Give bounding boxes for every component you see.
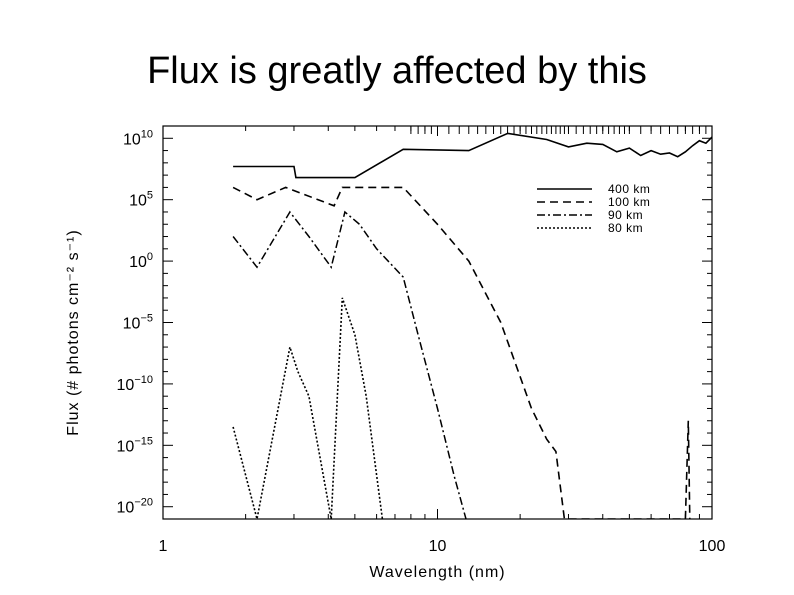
y-tick-base: 10 bbox=[117, 438, 135, 455]
top-rug-marks bbox=[410, 126, 707, 134]
y-tick-exponent: −10 bbox=[134, 374, 153, 386]
x-axis-title: Wavelength (nm) bbox=[369, 564, 505, 581]
series-line-80-km bbox=[232, 297, 384, 519]
y-tick-exponent: 0 bbox=[147, 251, 153, 263]
y-tick-label: 10−20 bbox=[117, 497, 153, 517]
series-line-400-km bbox=[233, 132, 712, 179]
y-tick-exponent: 5 bbox=[147, 190, 153, 202]
y-tick-label: 105 bbox=[129, 190, 153, 210]
y-tick-base: 10 bbox=[129, 193, 147, 210]
y-tick-label: 10−5 bbox=[123, 313, 153, 333]
y-tick-base: 10 bbox=[129, 254, 147, 271]
series-line-90-km bbox=[232, 210, 467, 519]
y-tick-base: 10 bbox=[117, 377, 135, 394]
y-tick-label: 10−15 bbox=[117, 435, 153, 455]
y-tick-exponent: −5 bbox=[140, 313, 153, 325]
legend-label: 100 km bbox=[608, 195, 650, 209]
series-line-100-km bbox=[232, 186, 691, 519]
y-tick-base: 10 bbox=[123, 131, 141, 148]
x-axis: 1 10 100 bbox=[159, 126, 726, 555]
x-tick-label: 100 bbox=[699, 538, 726, 555]
y-tick-exponent: −20 bbox=[134, 497, 153, 509]
y-axis-title: Flux (# photons cm⁻² s⁻¹) bbox=[65, 229, 82, 435]
y-tick-exponent: 10 bbox=[141, 128, 153, 140]
y-tick-base: 10 bbox=[117, 500, 135, 517]
legend-label: 90 km bbox=[608, 208, 643, 222]
legend-label: 80 km bbox=[608, 221, 643, 235]
legend-label: 400 km bbox=[608, 182, 650, 196]
y-tick-base: 10 bbox=[123, 316, 141, 333]
y-tick-label: 10−10 bbox=[117, 374, 153, 394]
y-tick-exponent: −15 bbox=[134, 435, 153, 447]
y-tick-label: 100 bbox=[129, 251, 153, 271]
x-tick-label: 1 bbox=[159, 538, 168, 555]
series-layer bbox=[232, 132, 712, 519]
y-tick-label: 1010 bbox=[123, 128, 153, 148]
slide-title: Flux is greatly affected by this bbox=[147, 50, 647, 92]
x-tick-label: 10 bbox=[429, 538, 447, 555]
